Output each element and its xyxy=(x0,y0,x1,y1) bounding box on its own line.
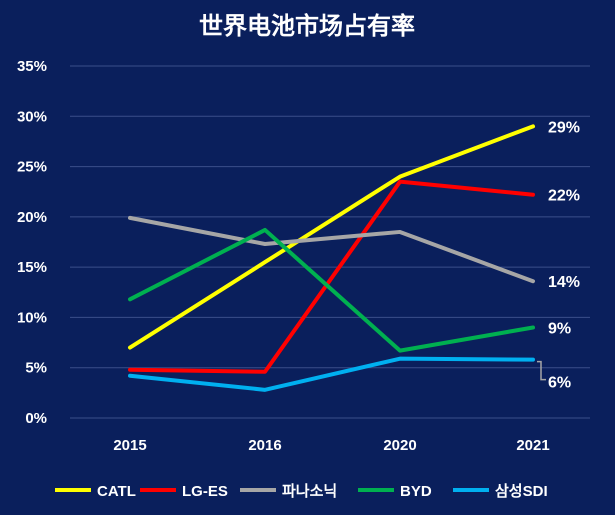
series-line-2 xyxy=(128,215,535,284)
end-label: 14% xyxy=(548,274,580,291)
series-line-0 xyxy=(128,124,535,350)
y-tick-label: 15% xyxy=(17,259,47,276)
y-tick-label: 5% xyxy=(25,360,47,377)
y-tick-label: 35% xyxy=(17,58,47,75)
series-line-1 xyxy=(128,179,535,374)
legend-entry: CATL xyxy=(97,483,136,500)
end-label: 6% xyxy=(548,375,571,392)
end-label: 29% xyxy=(548,119,580,136)
y-tick-label: 10% xyxy=(17,309,47,326)
legend-entry: 삼성SDI xyxy=(495,482,548,500)
x-tick-label: 2016 xyxy=(248,437,281,454)
y-tick-label: 25% xyxy=(17,159,47,176)
legend: CATL LG-ES 파나소닉 BYD 삼성SDI xyxy=(55,482,548,500)
grid-lines xyxy=(70,65,590,419)
y-axis: 0% 5% 10% 15% 20% 25% 30% 35% xyxy=(17,58,47,427)
series-line-3 xyxy=(128,227,535,353)
chart-title: 世界电池市场占有率 xyxy=(199,11,415,40)
series-lines xyxy=(128,124,535,392)
legend-entry: LG-ES xyxy=(182,483,228,500)
y-tick-label: 30% xyxy=(17,108,47,125)
x-axis: 2015 2016 2020 2021 xyxy=(113,437,549,454)
x-tick-label: 2021 xyxy=(516,437,549,454)
legend-entry: BYD xyxy=(400,483,432,500)
end-label: 9% xyxy=(548,320,571,337)
x-tick-label: 2020 xyxy=(383,437,416,454)
legend-entry: 파나소닉 xyxy=(282,483,337,500)
y-tick-label: 20% xyxy=(17,209,47,226)
series-line-4 xyxy=(128,356,535,392)
end-labels: 29% 22% 14% 9% 6% xyxy=(537,119,580,392)
y-tick-label: 0% xyxy=(25,410,47,427)
end-label: 22% xyxy=(548,188,580,205)
x-tick-label: 2015 xyxy=(113,437,146,454)
end-label-leader xyxy=(537,360,546,381)
